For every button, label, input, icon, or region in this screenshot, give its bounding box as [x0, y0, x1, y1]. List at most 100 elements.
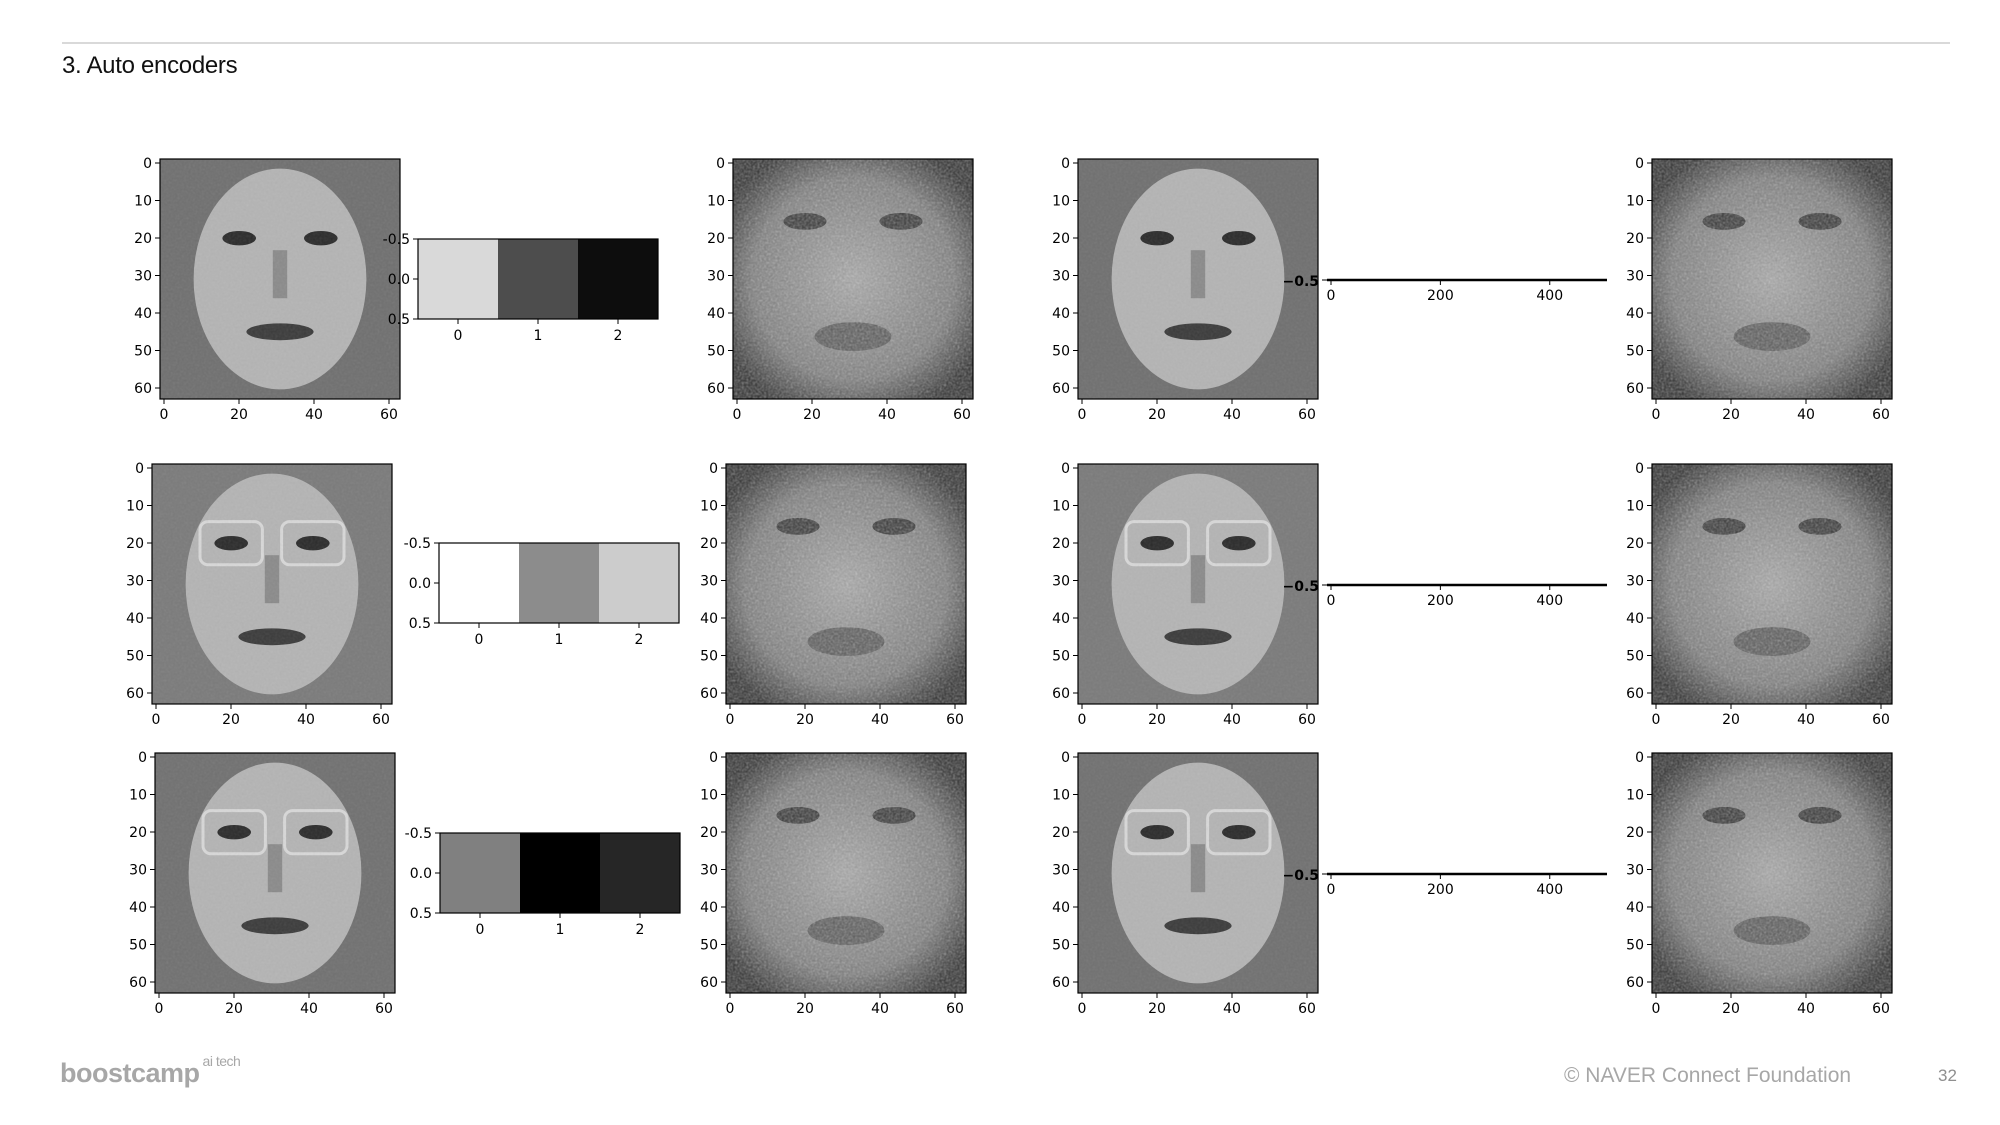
y-tick-label: 0.0 — [388, 272, 410, 288]
x-tick-label: 200 — [1427, 593, 1454, 609]
y-tick-label: 50 — [707, 344, 725, 360]
x-tick-label: 0 — [1078, 712, 1087, 728]
y-tick-label: 60 — [1052, 381, 1070, 397]
x-tick-label: 1 — [555, 632, 564, 648]
y-tick-label: −0.5 — [1282, 274, 1319, 290]
y-tick-label: 20 — [129, 825, 147, 841]
x-tick-label: 0 — [1327, 882, 1336, 898]
x-tick-label: 400 — [1536, 288, 1563, 304]
y-tick-label: 40 — [134, 306, 152, 322]
y-tick-label: 50 — [126, 649, 144, 665]
x-tick-label: 0 — [1652, 407, 1661, 423]
page-number: 32 — [1938, 1066, 1957, 1085]
heatmap-cell — [600, 833, 680, 913]
y-tick-label: 60 — [1626, 975, 1644, 991]
x-tick-label: 40 — [1797, 407, 1815, 423]
reconstructed-face-image: 0 20 40 60 0 10 20 30 40 50 60 — [700, 461, 967, 728]
y-tick-label: 20 — [1052, 231, 1070, 247]
y-tick-label: 50 — [134, 344, 152, 360]
y-tick-label: 60 — [700, 975, 718, 991]
axes-frame — [1651, 463, 1893, 705]
x-tick-label: 20 — [1148, 1001, 1166, 1017]
y-tick-label: 30 — [707, 269, 725, 285]
x-tick-label: 40 — [297, 712, 315, 728]
y-tick-label: 60 — [1052, 686, 1070, 702]
top-divider — [62, 42, 1950, 44]
y-tick-label: 60 — [700, 686, 718, 702]
y-tick-label: 50 — [1052, 649, 1070, 665]
x-tick-label: 20 — [1148, 712, 1166, 728]
y-tick-label: 20 — [707, 231, 725, 247]
axes-frame — [151, 463, 393, 705]
reconstructed-face-image: 0 20 40 60 0 10 20 30 40 50 60 — [700, 750, 967, 1017]
y-tick-label: 0 — [709, 750, 718, 766]
image-noise — [1652, 753, 1892, 993]
x-tick-label: 0 — [454, 328, 463, 344]
y-tick-label: 30 — [1626, 269, 1644, 285]
image-texture — [1078, 464, 1318, 704]
y-tick-label: 0 — [1061, 156, 1070, 172]
x-tick-label: 60 — [946, 1001, 964, 1017]
x-tick-label: 40 — [871, 1001, 889, 1017]
x-tick-label: 1 — [534, 328, 543, 344]
x-tick-label: 40 — [1223, 407, 1241, 423]
y-tick-label: 0 — [1061, 750, 1070, 766]
y-tick-label: 30 — [126, 574, 144, 590]
x-tick-label: 60 — [1872, 407, 1890, 423]
y-tick-label: 30 — [129, 863, 147, 879]
x-tick-label: 40 — [1223, 1001, 1241, 1017]
y-tick-label: 60 — [1052, 975, 1070, 991]
heatmap-cell — [520, 833, 600, 913]
y-tick-label: -0.5 — [404, 536, 431, 552]
y-tick-label: 10 — [1052, 194, 1070, 210]
image-noise — [726, 464, 966, 704]
y-tick-label: 0 — [1635, 461, 1644, 477]
y-tick-label: 40 — [700, 611, 718, 627]
latent-code-heatmap: 0 1 2 -0.5 0.0 0.5 — [404, 536, 680, 648]
image-texture — [152, 464, 392, 704]
x-tick-label: 20 — [225, 1001, 243, 1017]
heatmap-cell — [498, 239, 578, 319]
y-tick-label: 50 — [1052, 938, 1070, 954]
x-tick-label: 0 — [476, 922, 485, 938]
x-tick-label: 60 — [1298, 407, 1316, 423]
footer-copyright: © NAVER Connect Foundation — [1564, 1064, 1852, 1087]
axes-frame — [1077, 158, 1319, 400]
x-tick-label: 40 — [1797, 1001, 1815, 1017]
image-texture — [1078, 753, 1318, 993]
x-tick-label: 20 — [803, 407, 821, 423]
y-tick-label: −0.5 — [1282, 579, 1319, 595]
latent-strip-plot: −0.5 0 200 400 — [1282, 579, 1607, 609]
y-tick-label: 40 — [129, 900, 147, 916]
x-tick-label: 2 — [614, 328, 623, 344]
y-tick-label: 10 — [1052, 788, 1070, 804]
y-tick-label: 40 — [1052, 900, 1070, 916]
y-tick-label: 50 — [129, 938, 147, 954]
y-tick-label: 50 — [1626, 938, 1644, 954]
axes-frame — [725, 752, 967, 994]
x-tick-label: 20 — [796, 712, 814, 728]
y-tick-label: 30 — [1052, 574, 1070, 590]
x-tick-label: 0 — [726, 1001, 735, 1017]
x-tick-label: 0 — [1652, 1001, 1661, 1017]
x-tick-label: 0 — [160, 407, 169, 423]
x-tick-label: 0 — [1327, 593, 1336, 609]
y-tick-label: 30 — [1052, 269, 1070, 285]
x-tick-label: 1 — [556, 922, 565, 938]
y-tick-label: 0 — [143, 156, 152, 172]
original-face-image: 0 20 40 60 0 10 20 30 40 50 60 — [129, 750, 396, 1017]
y-tick-label: 60 — [1626, 686, 1644, 702]
reconstructed-face-image: 0 20 40 60 0 10 20 30 40 50 60 — [707, 156, 974, 423]
y-tick-label: 50 — [1626, 649, 1644, 665]
y-tick-label: 30 — [700, 574, 718, 590]
y-tick-label: 0 — [709, 461, 718, 477]
x-tick-label: 40 — [305, 407, 323, 423]
reconstructed-face-image: 0 20 40 60 0 10 20 30 40 50 60 — [1626, 156, 1893, 423]
y-tick-label: 0.0 — [409, 576, 431, 592]
y-tick-label: 0 — [1635, 156, 1644, 172]
axes-frame — [154, 752, 396, 994]
y-tick-label: 10 — [707, 194, 725, 210]
y-tick-label: 40 — [707, 306, 725, 322]
y-tick-label: 0 — [1061, 461, 1070, 477]
